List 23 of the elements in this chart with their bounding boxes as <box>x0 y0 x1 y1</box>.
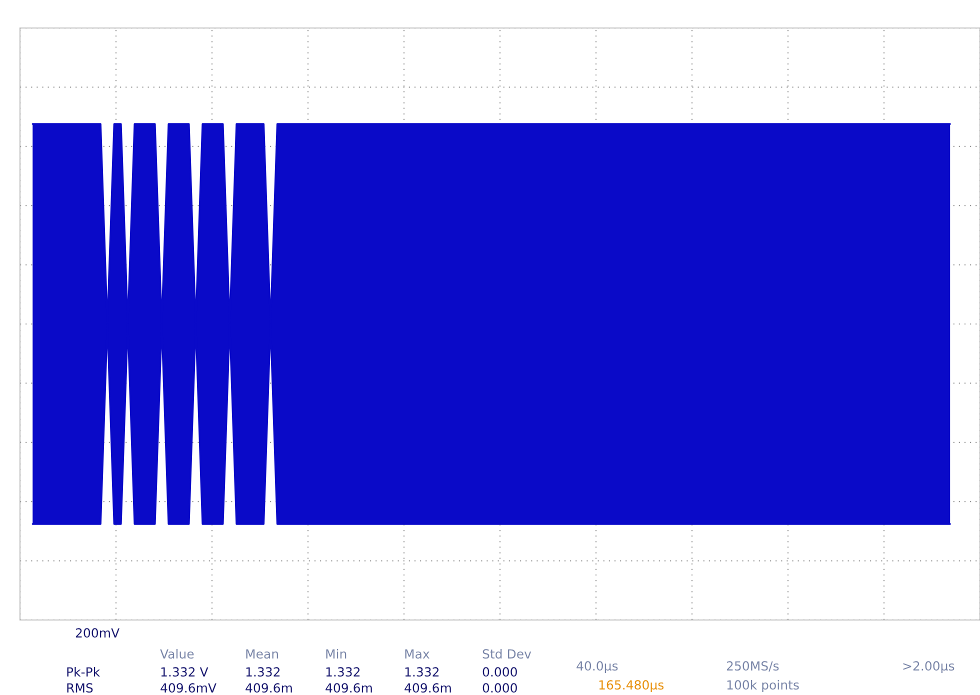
text: RMS <box>67 683 93 693</box>
text: 40.0µs <box>576 661 618 674</box>
text: 165.480µs <box>599 680 664 692</box>
text: 1.332 <box>405 667 439 677</box>
text: Pk-Pk <box>67 666 100 676</box>
text: Min <box>326 648 346 658</box>
text: 409.6m <box>404 683 451 693</box>
text: Mean <box>246 649 278 659</box>
text: 100k points <box>727 680 799 692</box>
text: 0.000 <box>482 683 517 693</box>
text: 409.6mV <box>160 683 216 693</box>
text: 409.6m <box>246 683 292 693</box>
text: 200mV <box>76 628 120 638</box>
text: >2.00µs <box>903 661 954 674</box>
text: Std Dev <box>482 648 532 659</box>
text: 409.6m <box>326 683 372 693</box>
text: Value <box>160 648 194 659</box>
text: 0.000 <box>482 667 517 677</box>
text: 1.332 <box>326 667 360 677</box>
text: Max <box>405 649 430 659</box>
text: 250MS/s <box>726 661 779 672</box>
text: 1.332 V <box>161 667 208 677</box>
text: 1.332 <box>246 667 280 677</box>
